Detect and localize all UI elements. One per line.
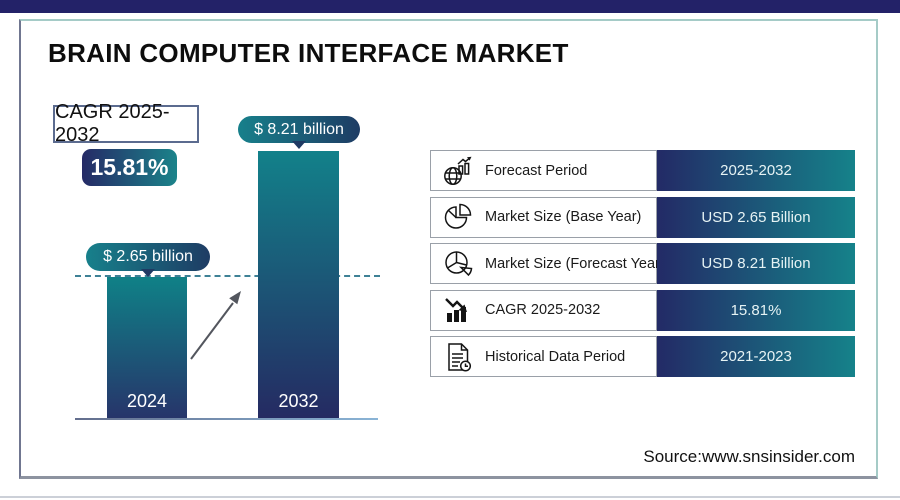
bar-2024: 2024	[107, 277, 187, 419]
callout-pointer-2032	[292, 141, 306, 149]
callout-pointer-2024	[141, 269, 155, 277]
table-row-historical-period: Historical Data Period 2021-2023	[430, 336, 855, 377]
cagr-value-badge: 15.81%	[82, 149, 177, 186]
globe-growth-icon	[441, 154, 475, 188]
table-row-market-size-base: Market Size (Base Year) USD 2.65 Billion	[430, 196, 855, 238]
value-label-2032: $ 8.21 billion	[254, 120, 344, 138]
value-callout-2024: $ 2.65 billion	[86, 243, 210, 271]
bar-year-label-2024: 2024	[126, 391, 168, 411]
row-value: USD 2.65 Billion	[701, 208, 811, 226]
row-label: Market Size (Base Year)	[485, 209, 642, 225]
table-row-forecast-period: Forecast Period 2025-2032	[430, 150, 855, 191]
row-label: Forecast Period	[485, 162, 588, 179]
bar-trend-icon	[441, 293, 475, 327]
row-label: CAGR 2025-2032	[485, 302, 601, 318]
row-value: 15.81%	[730, 301, 782, 319]
document-clock-icon	[441, 340, 475, 374]
cagr-value: 15.81%	[90, 154, 169, 180]
row-value: USD 8.21 Billion	[701, 255, 811, 272]
bar-year-label-2032: 2032	[278, 391, 319, 411]
value-callout-2032: $ 8.21 billion	[238, 116, 360, 143]
source-text: Source:www.snsinsider.com	[643, 447, 855, 466]
reference-dashed-line	[75, 275, 380, 277]
value-label-2024: $ 2.65 billion	[103, 248, 193, 265]
cagr-period-label: CAGR 2025-2032	[55, 101, 170, 146]
pie-chart-exploded-icon	[441, 247, 475, 281]
table-row-market-size-forecast: Market Size (Forecast Year) USD 8.21 Bil…	[430, 243, 855, 284]
table-row-cagr: CAGR 2025-2032 15.81%	[430, 289, 855, 331]
growth-arrow-icon	[190, 291, 241, 360]
page-title: BRAIN COMPUTER INTERFACE MARKET	[48, 38, 569, 68]
row-value: 2021-2023	[720, 348, 792, 365]
top-accent-bar	[0, 0, 900, 13]
row-label: Historical Data Period	[485, 348, 626, 365]
market-summary-table: Forecast Period 2025-2032 Market Size (B…	[430, 150, 855, 377]
pie-chart-icon	[441, 200, 475, 234]
row-label: Market Size (Forecast Year)	[485, 255, 665, 272]
bar-2032: 2032	[258, 151, 339, 419]
bottom-divider	[0, 496, 900, 498]
row-value: 2025-2032	[720, 162, 792, 179]
cagr-period-box: CAGR 2025-2032	[53, 101, 199, 146]
chart-baseline	[75, 418, 378, 420]
